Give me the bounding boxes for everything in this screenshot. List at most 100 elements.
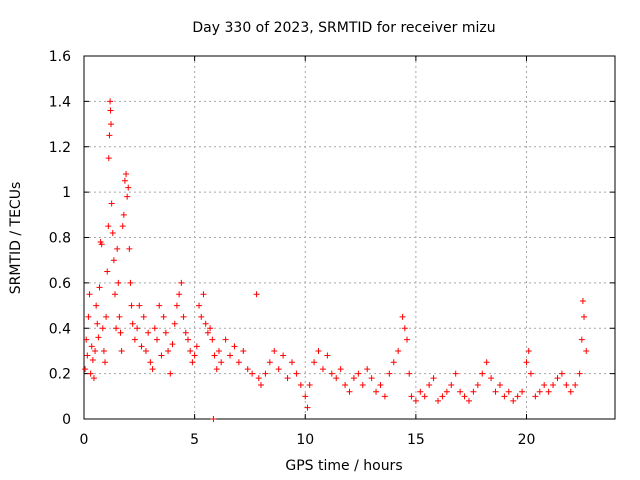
data-point [138, 343, 145, 350]
data-point [244, 366, 251, 373]
data-point [123, 170, 130, 177]
data-point [288, 359, 295, 366]
data-point [105, 223, 112, 230]
data-point [439, 393, 446, 400]
data-point [488, 375, 495, 382]
data-point [399, 313, 406, 320]
data-point [124, 193, 131, 200]
data-point [355, 370, 362, 377]
data-point [470, 388, 477, 395]
data-point [110, 257, 117, 264]
data-point [156, 302, 163, 309]
data-point [162, 329, 169, 336]
data-point [297, 381, 304, 388]
grid-lines [84, 56, 615, 419]
data-point [108, 200, 115, 207]
data-point [88, 343, 95, 350]
y-tick-label: 1.2 [49, 140, 71, 156]
axis-tick-labels: 0 5 10 15 20 0 0.2 0.4 0.6 0.8 1 1.2 1.4 1.6 [49, 49, 536, 448]
data-point [266, 359, 273, 366]
data-point [554, 375, 561, 382]
data-point [158, 352, 165, 359]
data-point [107, 98, 114, 105]
data-point [510, 397, 517, 404]
data-point [406, 370, 413, 377]
data-point [227, 352, 234, 359]
data-point [435, 397, 441, 404]
data-point [140, 313, 147, 320]
y-tick-label: 1.6 [49, 49, 71, 65]
data-point [461, 393, 468, 400]
data-point [104, 268, 111, 275]
data-point [271, 347, 278, 354]
data-point [501, 393, 508, 400]
data-point [350, 375, 357, 382]
data-point [417, 388, 424, 395]
data-point [100, 347, 107, 354]
data-point [258, 381, 264, 388]
data-point [202, 320, 209, 327]
data-point [231, 343, 238, 350]
y-tick-label: 0.8 [49, 231, 71, 247]
data-point [107, 121, 114, 128]
data-point [262, 370, 269, 377]
data-point [483, 359, 490, 366]
data-point [496, 381, 503, 388]
data-point [222, 336, 229, 343]
data-point [85, 313, 92, 320]
data-point [119, 223, 126, 230]
data-point [94, 320, 101, 327]
data-point [373, 388, 380, 395]
data-point [567, 388, 574, 395]
data-point [550, 381, 557, 388]
data-point [126, 245, 133, 252]
data-point [280, 352, 287, 359]
data-point [193, 343, 200, 350]
chart-title: Day 330 of 2023, SRMTID for receiver miz… [192, 20, 495, 36]
x-tick-label: 15 [407, 432, 425, 448]
data-point [240, 347, 247, 354]
data-point [86, 291, 93, 298]
data-point [151, 325, 158, 332]
data-point [390, 359, 397, 366]
data-point [169, 341, 176, 348]
data-point [523, 359, 530, 366]
data-point [182, 329, 189, 336]
data-point [328, 370, 335, 377]
data-point [218, 359, 225, 366]
x-axis-label: GPS time / hours [285, 458, 402, 474]
data-point [558, 370, 565, 377]
data-point [89, 357, 96, 364]
y-tick-label: 0.2 [49, 367, 71, 383]
data-point [479, 370, 486, 377]
data-point [118, 347, 125, 354]
data-point [412, 397, 419, 404]
data-point [149, 366, 156, 373]
data-point [102, 359, 109, 366]
y-axis-label: SRMTID / TECUs [8, 182, 24, 295]
data-point [115, 279, 122, 286]
data-point [187, 347, 194, 354]
data-point [90, 375, 97, 382]
data-point [578, 336, 585, 343]
y-tick-label: 1.4 [49, 94, 71, 110]
x-tick-label: 5 [190, 432, 199, 448]
data-point [519, 388, 526, 395]
data-point [359, 381, 366, 388]
data-point [377, 381, 384, 388]
data-point [116, 313, 123, 320]
data-point [492, 388, 499, 395]
data-point [131, 336, 138, 343]
data-point [284, 375, 291, 382]
data-point [337, 366, 344, 373]
data-point [563, 381, 570, 388]
data-point [207, 325, 214, 332]
data-point [443, 388, 450, 395]
data-point [121, 177, 128, 184]
data-point [103, 313, 110, 320]
data-point [129, 320, 136, 327]
data-point [255, 375, 262, 382]
data-point [368, 375, 375, 382]
